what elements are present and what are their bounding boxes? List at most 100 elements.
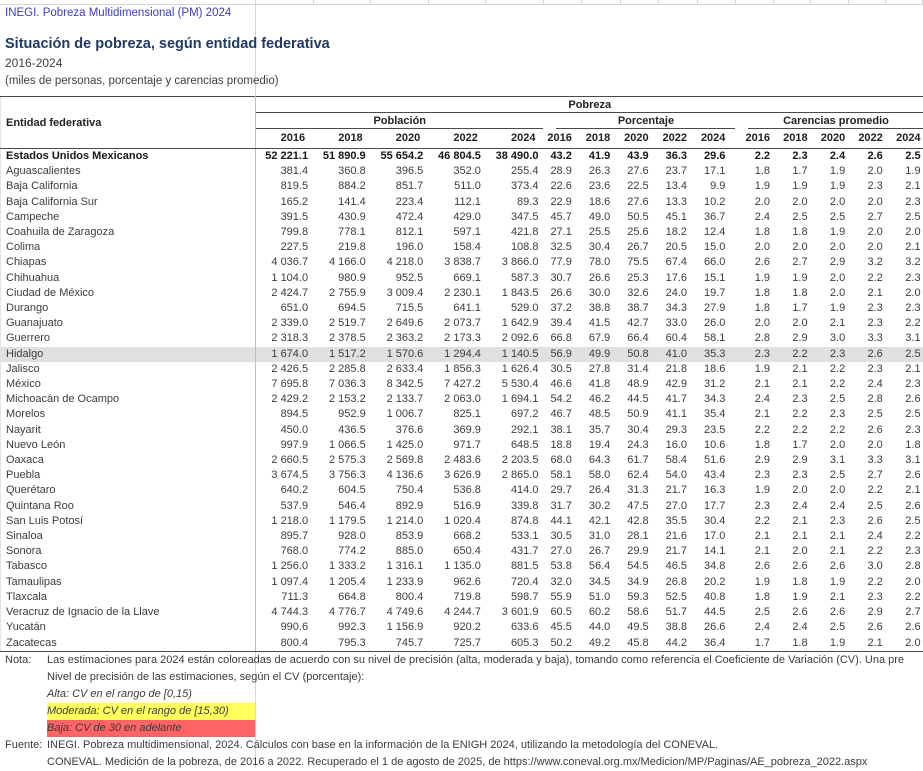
- value-cell: 715.5: [371, 301, 429, 316]
- value-cell: 4 749.6: [371, 605, 429, 620]
- value-cell: 1.8: [773, 225, 811, 240]
- value-cell: 37.2: [543, 301, 581, 316]
- note-line-1: Las estimaciones para 2024 están colorea…: [47, 652, 904, 669]
- year-header: 2022: [428, 129, 486, 149]
- value-cell: 2.6: [848, 149, 886, 165]
- value-cell: 58.4: [659, 453, 697, 468]
- value-cell: 633.6: [486, 620, 544, 635]
- value-cell: 778.1: [313, 225, 371, 240]
- gridline-tick: [697, 0, 698, 5]
- value-cell: 22.5: [620, 179, 658, 194]
- value-cell: 26.3: [582, 164, 620, 179]
- value-cell: 2.0: [773, 195, 811, 210]
- value-cell: 2 173.3: [428, 331, 486, 346]
- source-line-2[interactable]: CONEVAL. Medición de la pobreza, de 2016…: [47, 754, 867, 771]
- value-cell: 8 342.5: [371, 377, 429, 392]
- value-cell: 2.8: [848, 392, 886, 407]
- value-cell: 2.6: [848, 620, 886, 635]
- cv-moderada-line: Moderada: CV en el rango de [15,30): [47, 703, 255, 720]
- cv-alta-line: Alta: CV en el rango de [0,15): [47, 686, 192, 703]
- value-cell: 7 427.2: [428, 377, 486, 392]
- value-cell: 725.7: [428, 636, 486, 652]
- value-cell: 1.7: [735, 636, 773, 652]
- gridline-tick: [810, 0, 811, 5]
- value-cell: 2.3: [886, 271, 923, 286]
- value-cell: 2.0: [735, 195, 773, 210]
- entity-name: Morelos: [1, 407, 256, 422]
- value-cell: 42.7: [620, 316, 658, 331]
- value-cell: 651.0: [256, 301, 314, 316]
- year-header: 2022: [848, 129, 886, 149]
- value-cell: 5 530.4: [486, 377, 544, 392]
- value-cell: 997.9: [256, 438, 314, 453]
- value-cell: 56.4: [582, 559, 620, 574]
- value-cell: 347.5: [486, 210, 544, 225]
- value-cell: 669.1: [428, 271, 486, 286]
- value-cell: 373.4: [486, 179, 544, 194]
- value-cell: 16.0: [659, 438, 697, 453]
- value-cell: 774.2: [313, 544, 371, 559]
- cv-baja-line: Baja: CV de 30 en adelante: [47, 720, 255, 737]
- entity-name: Ciudad de México: [1, 286, 256, 301]
- value-cell: 812.1: [371, 225, 429, 240]
- value-cell: 50.2: [543, 636, 581, 652]
- value-cell: 2.5: [811, 468, 849, 483]
- entity-name: México: [1, 377, 256, 392]
- value-cell: 13.4: [659, 179, 697, 194]
- value-cell: 14.1: [697, 544, 735, 559]
- value-cell: 42.9: [659, 377, 697, 392]
- value-cell: 41.8: [582, 377, 620, 392]
- entity-name: Zacatecas: [1, 636, 256, 652]
- value-cell: 421.8: [486, 225, 544, 240]
- value-cell: 750.4: [371, 483, 429, 498]
- value-cell: 20.2: [697, 575, 735, 590]
- value-cell: 31.3: [620, 483, 658, 498]
- value-cell: 227.5: [256, 240, 314, 255]
- value-cell: 980.9: [313, 271, 371, 286]
- value-cell: 3 009.4: [371, 286, 429, 301]
- value-cell: 3.3: [848, 331, 886, 346]
- value-cell: 2.3: [886, 423, 923, 438]
- value-cell: 533.1: [486, 529, 544, 544]
- value-cell: 45.1: [659, 210, 697, 225]
- value-cell: 2.5: [811, 620, 849, 635]
- value-cell: 41.7: [659, 392, 697, 407]
- value-cell: 2.2: [886, 529, 923, 544]
- value-cell: 2.9: [735, 453, 773, 468]
- year-header: 2022: [659, 129, 697, 149]
